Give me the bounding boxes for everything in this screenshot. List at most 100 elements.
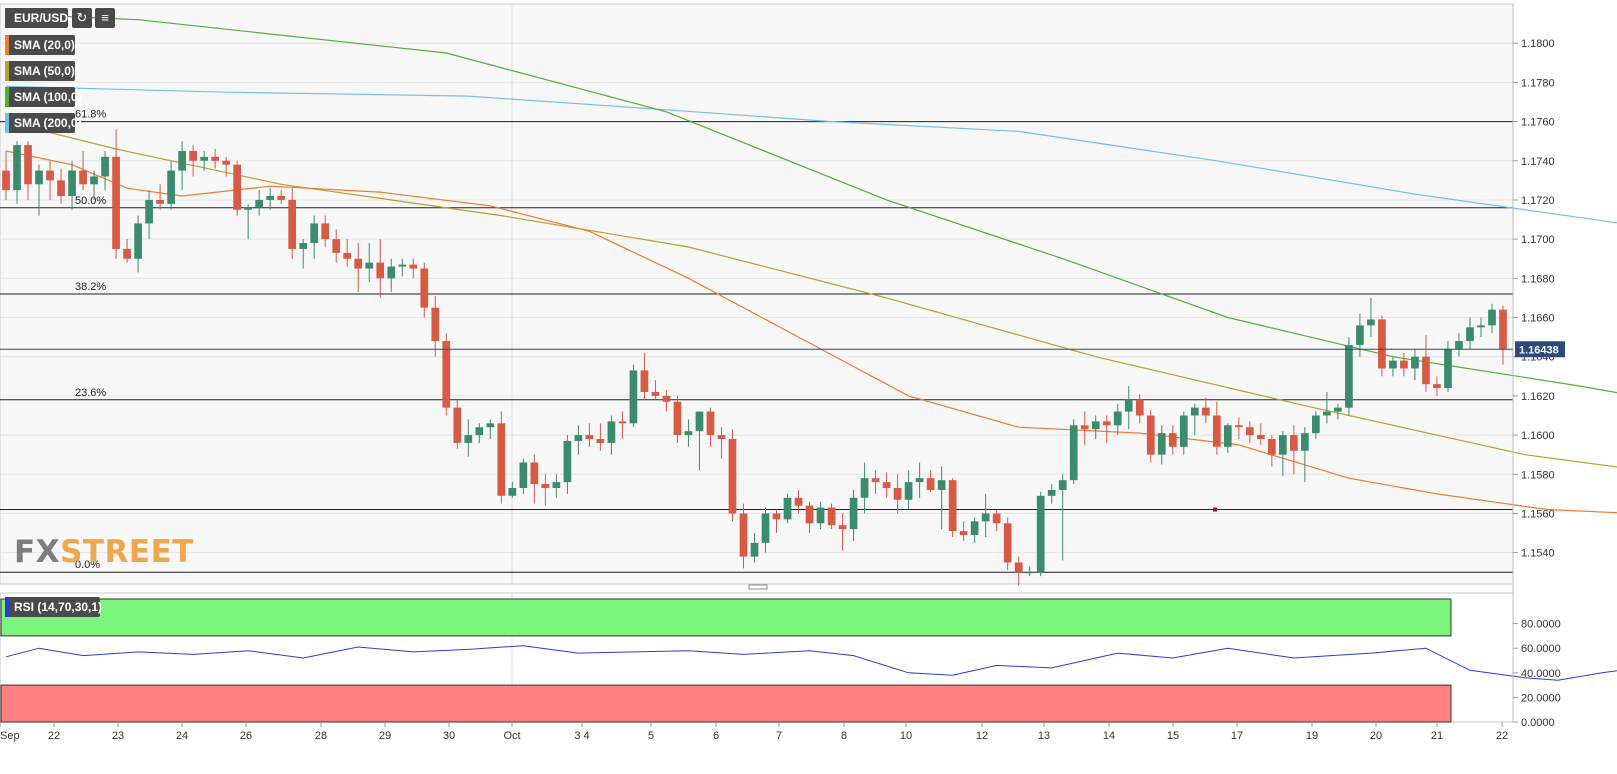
bearish-candle xyxy=(112,156,120,249)
bearish-candle xyxy=(739,513,748,557)
indicator-button[interactable]: SMA (20,0) xyxy=(5,35,75,55)
sma50-line xyxy=(5,121,1617,468)
bearish-candle xyxy=(1201,407,1210,416)
x-tick-label: Oct xyxy=(503,730,520,742)
bearish-candle xyxy=(541,484,550,488)
candlestick-series xyxy=(2,129,1507,586)
y-tick-label: 1.1700 xyxy=(1521,234,1555,246)
bearish-candle xyxy=(1080,425,1089,430)
bearish-candle xyxy=(1267,439,1276,455)
bullish-candle xyxy=(750,542,759,557)
bullish-candle xyxy=(1312,415,1320,434)
x-tick-label: 12 xyxy=(976,730,988,742)
current-price-tag xyxy=(1515,341,1565,358)
x-tick-label: 5 xyxy=(648,730,654,742)
grid-lines xyxy=(0,4,1513,722)
bullish-candle xyxy=(1345,344,1353,408)
bullish-candle xyxy=(1477,325,1485,328)
bullish-candle xyxy=(1455,341,1463,349)
x-tick-label: 24 xyxy=(176,730,188,742)
y-tick-label: 1.1780 xyxy=(1521,77,1555,89)
bullish-candle xyxy=(684,431,693,436)
indicator-button[interactable]: SMA (200,0) xyxy=(5,113,82,133)
bullish-candle xyxy=(761,513,770,543)
bullish-candle xyxy=(783,497,792,520)
bullish-candle xyxy=(200,156,208,161)
x-tick-label: 28 xyxy=(315,730,327,742)
bullish-candle xyxy=(1488,309,1496,326)
bullish-candle xyxy=(299,243,308,249)
x-tick-label: 19 xyxy=(1306,730,1318,742)
y-tick-label: 1.1800 xyxy=(1521,38,1555,50)
bearish-candle xyxy=(959,531,968,536)
bearish-candle xyxy=(805,505,814,524)
bearish-candle xyxy=(640,370,649,392)
fibonacci-levels: 61.8% 50.0% 38.2% 23.6% 0.0% xyxy=(0,109,1513,573)
indicator-button[interactable]: SMA (100,0) xyxy=(5,87,82,107)
bearish-candle xyxy=(1433,384,1441,389)
bearish-candle xyxy=(1400,360,1408,369)
bullish-candle xyxy=(915,478,924,483)
marker-dot xyxy=(1213,507,1217,512)
rsi-y-tick-label: 0.0000 xyxy=(1521,717,1555,729)
bullish-candle xyxy=(464,435,473,443)
indicator-swatch xyxy=(5,113,9,133)
bullish-candle xyxy=(629,370,638,424)
bullish-candle xyxy=(178,150,186,171)
y-tick-label: 1.1620 xyxy=(1521,391,1555,403)
x-tick-label: 14 xyxy=(1103,730,1115,742)
bearish-candle xyxy=(222,160,230,165)
x-tick-label: 21 xyxy=(1431,730,1443,742)
candlestick-chart-icon[interactable]: ≡ xyxy=(95,8,115,28)
bullish-candle xyxy=(475,427,484,436)
refresh-icon[interactable]: ↻ xyxy=(72,8,92,28)
bullish-candle xyxy=(1367,319,1375,326)
bullish-candle xyxy=(937,480,946,490)
bullish-candle xyxy=(981,513,990,522)
moving-averages xyxy=(5,13,1617,514)
bullish-candle xyxy=(695,411,704,432)
bullish-candle xyxy=(563,440,572,483)
bearish-candle xyxy=(871,478,880,483)
indicator-button[interactable]: SMA (50,0) xyxy=(5,61,75,81)
bearish-candle xyxy=(156,199,164,204)
panel-resize-handle xyxy=(748,584,768,590)
bearish-candle xyxy=(1102,421,1111,426)
bearish-candle xyxy=(24,145,32,185)
bullish-candle xyxy=(486,423,495,428)
rsi-line xyxy=(5,645,1617,681)
y-tick-label: 1.1720 xyxy=(1521,195,1555,207)
bullish-candle xyxy=(904,482,913,500)
bullish-candle xyxy=(849,497,858,530)
x-tick-label: 20 xyxy=(1370,730,1382,742)
y-tick-label: 1.1600 xyxy=(1521,430,1555,442)
bearish-candle xyxy=(838,525,847,530)
bullish-candle xyxy=(101,156,109,177)
current-price-label: 1.16438 xyxy=(1519,344,1559,356)
symbol-button[interactable]: EUR/USD xyxy=(5,8,68,28)
sma100-line xyxy=(5,13,1617,394)
bearish-candle xyxy=(1256,435,1265,439)
bearish-candle xyxy=(409,264,418,269)
bullish-candle xyxy=(1124,399,1133,412)
bearish-candle xyxy=(651,391,660,396)
bearish-candle xyxy=(1422,356,1430,385)
rsi-indicator-button[interactable]: RSI (14,70,30,1) xyxy=(5,597,102,617)
bearish-candle xyxy=(662,395,671,402)
indicator-swatch xyxy=(5,35,9,55)
bullish-candle xyxy=(68,170,76,197)
bullish-candle xyxy=(574,435,583,441)
bullish-candle xyxy=(244,207,253,210)
bearish-candle xyxy=(420,268,429,308)
axes: 1.15401.15601.15801.16001.16201.16401.16… xyxy=(0,4,1565,742)
bullish-candle xyxy=(310,223,319,244)
bullish-candle xyxy=(1058,480,1067,490)
bearish-candle xyxy=(497,423,506,496)
bearish-candle xyxy=(431,307,440,342)
bullish-candle xyxy=(970,521,979,536)
bearish-candle xyxy=(596,439,605,443)
bullish-candle xyxy=(519,462,528,488)
rsi-panel xyxy=(0,598,1617,723)
bullish-candle xyxy=(365,262,374,269)
x-tick-label: 22 xyxy=(48,730,60,742)
